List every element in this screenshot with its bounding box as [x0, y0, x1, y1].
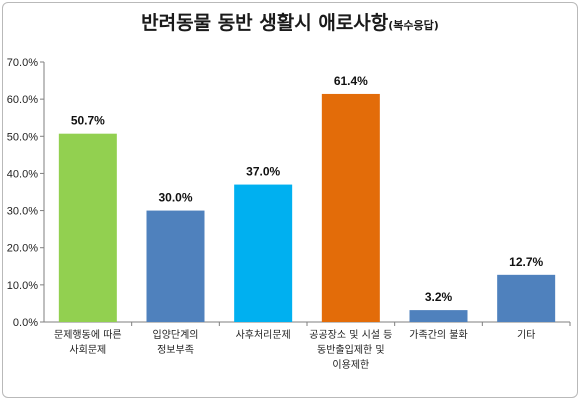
y-tick-label: 70.0% — [7, 57, 38, 69]
bar — [497, 274, 556, 322]
data-label: 12.7% — [509, 255, 543, 269]
bar — [146, 210, 205, 322]
data-label: 3.2% — [425, 290, 453, 304]
bar — [321, 93, 380, 322]
category-label: 문제행동에 따른 — [54, 329, 122, 341]
y-tick-label: 10.0% — [7, 280, 38, 292]
y-tick-label: 20.0% — [7, 243, 38, 255]
y-tick-label: 30.0% — [7, 206, 38, 218]
data-label: 37.0% — [246, 165, 280, 179]
y-tick-label: 0.0% — [13, 317, 38, 329]
y-tick-label: 40.0% — [7, 168, 38, 180]
data-label: 61.4% — [334, 74, 368, 88]
chart-title: 반려동물 동반 생활시 애로사항 — [141, 12, 389, 34]
category-label: 입양단계의 — [153, 328, 199, 341]
category-label: 기타 — [517, 329, 535, 341]
category-label: 공공장소 및 시설 등 — [309, 329, 392, 341]
category-label: 가족간의 불화 — [409, 329, 467, 341]
category-label: 사후처리문제 — [236, 329, 291, 341]
chart-title-block: 반려동물 동반 생활시 애로사항(복수응답) — [0, 8, 580, 35]
chart-subtitle: (복수응답) — [388, 19, 439, 32]
category-label: 동반출입제한 및 — [317, 343, 385, 356]
data-label: 30.0% — [158, 191, 192, 205]
data-label: 50.7% — [71, 114, 105, 128]
y-tick-label: 60.0% — [7, 94, 38, 106]
category-label: 정보부족 — [157, 344, 194, 356]
y-tick-label: 50.0% — [7, 131, 38, 143]
category-label: 이용제한 — [332, 359, 369, 371]
category-label: 사회문제 — [69, 344, 106, 356]
bar — [58, 133, 117, 322]
bar — [234, 184, 293, 322]
bar — [409, 310, 468, 322]
